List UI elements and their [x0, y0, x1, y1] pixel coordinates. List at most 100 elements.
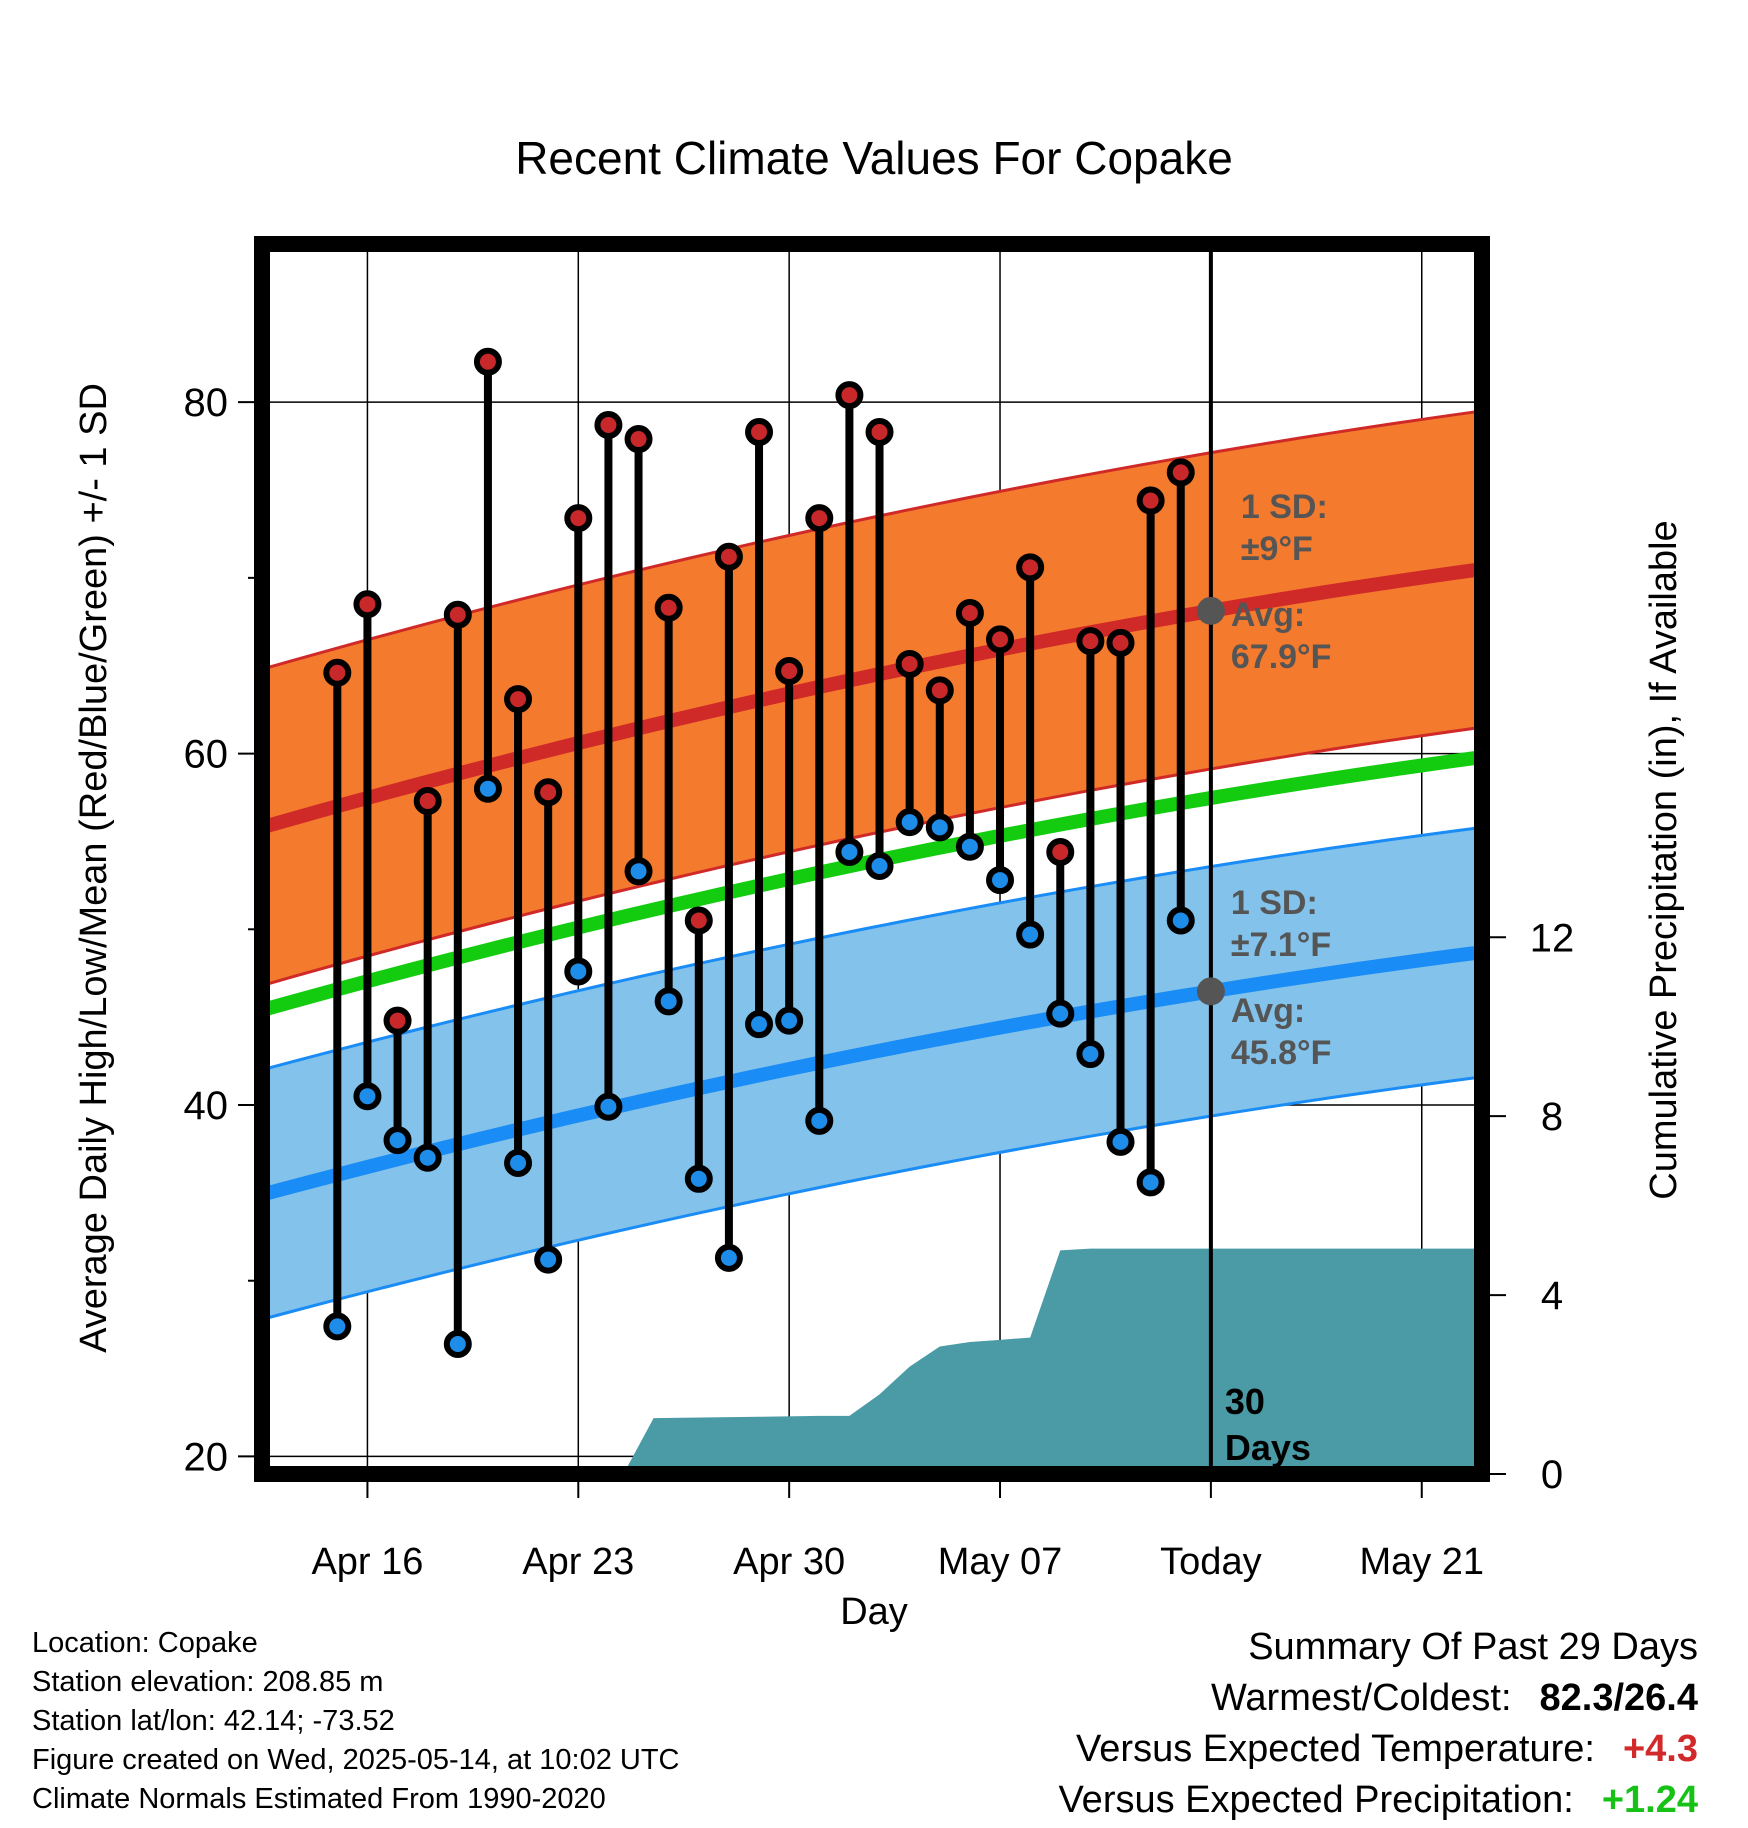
created-text: Figure created on Wed, 2025-05-14, at 10…	[32, 1744, 680, 1776]
daily-high-point	[805, 504, 834, 533]
daily-low-point	[443, 1329, 472, 1358]
normals-text: Climate Normals Estimated From 1990-2020	[32, 1783, 606, 1815]
daily-low-point	[1106, 1127, 1135, 1156]
daily-high-point	[925, 676, 954, 705]
y-tick-label: 80	[184, 381, 229, 425]
daily-low-point	[925, 813, 954, 842]
daily-high-point	[534, 778, 563, 807]
y2-tick-label: 4	[1541, 1274, 1563, 1318]
plot-frame	[254, 236, 1490, 1482]
daily-low-point	[986, 866, 1015, 895]
daily-low-point	[624, 857, 653, 886]
y-tick-label: 40	[184, 1084, 229, 1128]
daily-low-point	[564, 957, 593, 986]
daily-high-point	[895, 649, 924, 678]
y2-axis-label: Cumulative Precipitation (in), If Availa…	[1643, 520, 1685, 1199]
warm-cold-value: 82.3/26.4	[1539, 1677, 1698, 1719]
x-tick-label: Apr 16	[311, 1541, 423, 1583]
daily-low-point	[745, 1010, 774, 1039]
daily-high-point	[745, 418, 774, 447]
summary-heading: Summary Of Past 29 Days	[1248, 1626, 1698, 1668]
daily-low-point	[895, 808, 924, 837]
daily-high-point	[624, 425, 653, 454]
chart-title: Recent Climate Values For Copake	[515, 132, 1233, 184]
low-sd-label: 1 SD:	[1231, 884, 1318, 922]
daily-high-point	[775, 656, 804, 685]
daily-low-point	[594, 1092, 623, 1121]
today-low-normal-marker	[1196, 977, 1225, 1006]
low-normal-line	[260, 945, 1483, 1202]
x-tick-label: Apr 23	[522, 1541, 634, 1583]
daily-high-point	[353, 590, 382, 619]
daily-low-point	[323, 1312, 352, 1341]
daily-high-point	[1016, 553, 1045, 582]
daily-low-point	[383, 1126, 412, 1155]
high-sd-value: ±9°F	[1241, 530, 1313, 568]
daily-high-point	[714, 542, 743, 571]
high-avg-value: 67.9°F	[1231, 638, 1332, 676]
daily-low-point	[1136, 1168, 1165, 1197]
daily-low-point	[413, 1143, 442, 1172]
daily-high-point	[1166, 458, 1195, 487]
temp-anomaly-label: Versus Expected Temperature:	[1076, 1728, 1595, 1770]
precipitation-area	[262, 1248, 1482, 1474]
low-normal-band	[262, 827, 1482, 1320]
daily-high-point	[986, 625, 1015, 654]
low-avg-label: Avg:	[1231, 992, 1305, 1030]
daily-low-point	[805, 1106, 834, 1135]
low-sd-value: ±7.1°F	[1231, 926, 1331, 964]
daily-high-point	[323, 658, 352, 687]
x-tick-label: May 21	[1359, 1541, 1484, 1583]
days-count-label: 30	[1225, 1381, 1265, 1422]
y2-tick-label: 0	[1541, 1453, 1563, 1497]
daily-high-point	[654, 593, 683, 622]
y2-tick-label: 8	[1541, 1095, 1563, 1139]
daily-low-point	[504, 1148, 533, 1177]
x-tick-label: Apr 30	[733, 1541, 845, 1583]
x-tick-label: Today	[1160, 1541, 1261, 1583]
daily-high-point	[1136, 486, 1165, 515]
daily-high-point	[684, 906, 713, 935]
daily-low-point	[955, 832, 984, 861]
daily-high-point	[443, 600, 472, 629]
daily-low-point	[473, 774, 502, 803]
daily-high-point	[413, 787, 442, 816]
latlon-text: Station lat/lon: 42.14; -73.52	[32, 1705, 395, 1737]
daily-high-point	[473, 347, 502, 376]
daily-high-point	[1076, 627, 1105, 656]
daily-low-point	[865, 852, 894, 881]
precip-anomaly-value: +1.24	[1601, 1779, 1698, 1821]
daily-high-point	[594, 410, 623, 439]
daily-low-point	[684, 1164, 713, 1193]
station-info: Location: Copake Station elevation: 208.…	[32, 1624, 680, 1819]
daily-high-point	[504, 685, 533, 714]
daily-low-point	[1076, 1040, 1105, 1069]
daily-low-point	[534, 1245, 563, 1274]
y-axis-label: Average Daily High/Low/Mean (Red/Blue/Gr…	[73, 383, 115, 1353]
x-tick-label: May 07	[938, 1541, 1063, 1583]
precip-anomaly-label: Versus Expected Precipitation:	[1058, 1779, 1574, 1821]
daily-low-point	[835, 837, 864, 866]
y-tick-label: 20	[184, 1435, 229, 1479]
daily-high-point	[865, 418, 894, 447]
daily-high-point	[1106, 628, 1135, 657]
low-normal-band-upper-edge	[261, 825, 1483, 1072]
daily-low-point	[714, 1243, 743, 1272]
today-high-normal-marker	[1196, 596, 1225, 625]
high-avg-label: Avg:	[1231, 596, 1305, 634]
daily-low-point	[1166, 906, 1195, 935]
daily-high-point	[955, 599, 984, 627]
daily-high-point	[835, 381, 864, 410]
warm-cold-label: Warmest/Coldest:	[1210, 1677, 1512, 1719]
daily-high-point	[383, 1006, 412, 1035]
low-normal-band-lower-edge	[261, 1075, 1483, 1321]
daily-low-point	[1016, 920, 1045, 949]
daily-low-point	[1046, 999, 1075, 1028]
high-normal-line	[260, 562, 1483, 835]
daily-low-point	[353, 1082, 382, 1111]
temp-anomaly-value: +4.3	[1622, 1728, 1698, 1770]
elevation-text: Station elevation: 208.85 m	[32, 1666, 384, 1698]
y2-tick-label: 12	[1530, 916, 1575, 960]
low-avg-value: 45.8°F	[1231, 1034, 1332, 1072]
